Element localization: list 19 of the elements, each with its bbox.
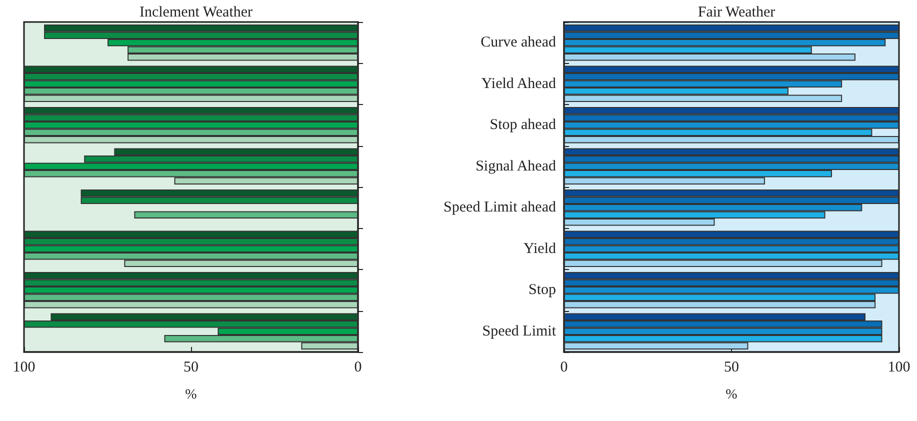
x-tick-label: 100: [888, 360, 910, 376]
y-tick-label: Stop: [528, 282, 556, 298]
y-tick-label: Yield Ahead: [481, 76, 556, 92]
y-tick-label: Signal Ahead: [476, 158, 556, 174]
x-tick-label: 0: [354, 360, 362, 376]
y-tick-label: Yield: [524, 240, 556, 257]
y-tick-label: Curve ahead: [480, 34, 556, 51]
chart-title: Fair Weather: [698, 4, 776, 20]
y-tick-label: Stop ahead: [490, 117, 556, 134]
x-axis-title: %: [185, 388, 198, 402]
x-tick-label: 50: [724, 360, 739, 376]
y-tick-label: Speed Limit: [482, 323, 557, 340]
x-axis-title: %: [726, 388, 738, 402]
x-tick-label: 0: [560, 360, 568, 376]
bar: [134, 211, 358, 219]
x-tick-label: 50: [184, 360, 198, 376]
y-tick-label: Speed Limit ahead: [444, 200, 556, 216]
chart-title: Inclement Weather: [139, 4, 253, 20]
x-tick-label: 100: [12, 360, 36, 376]
